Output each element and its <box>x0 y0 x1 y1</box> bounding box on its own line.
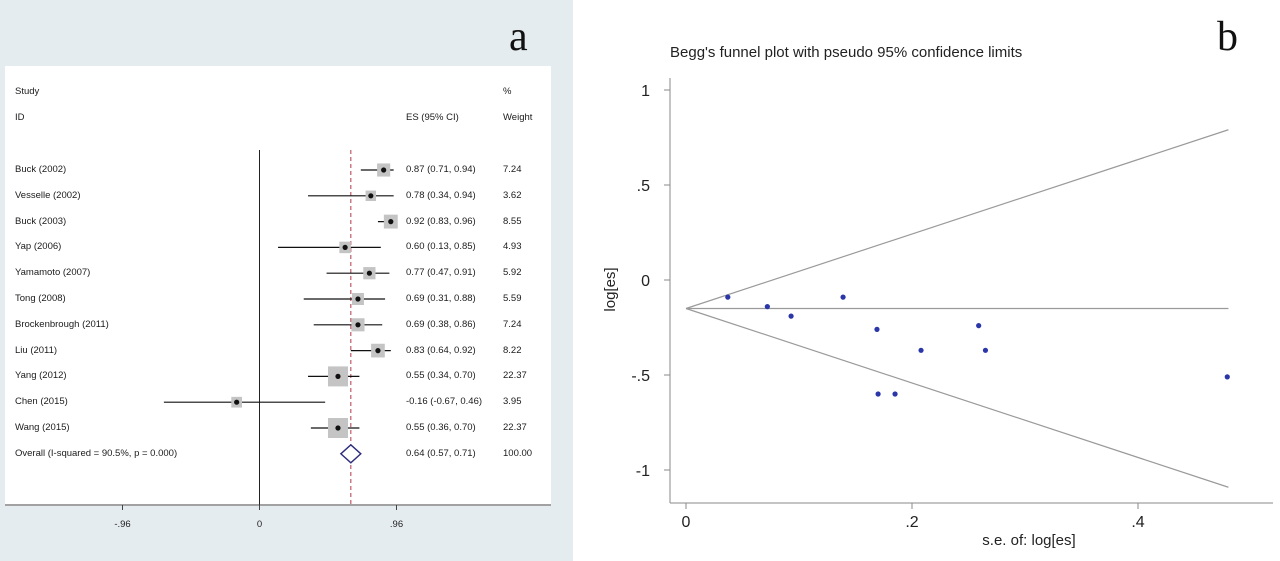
funnel-plot-svg: 1 .5 0 -.5 -1 0 .2 .4 log[es] s.e. of: log[es] <box>602 78 1273 549</box>
study-label: Yamamoto (2007) <box>15 267 91 279</box>
study-ci-label: -0.16 (-0.67, 0.46) <box>406 396 483 408</box>
study-label: Buck (2003) <box>15 215 67 227</box>
forest-x-tick-label: .96 <box>390 519 403 530</box>
study-ci-label: 0.78 (0.34, 0.94) <box>406 189 476 201</box>
study-point-estimate <box>388 219 394 225</box>
study-label: Buck (2002) <box>15 164 67 175</box>
study-point-estimate <box>342 244 348 250</box>
study-weight-label: 7.24 <box>503 164 522 175</box>
study-point-estimate <box>368 193 374 199</box>
study-weight-label: 5.92 <box>503 267 522 279</box>
funnel-y-tick-label: .5 <box>637 178 650 195</box>
study-label: Vesselle (2002) <box>15 189 81 201</box>
forest-plot-area <box>5 66 551 506</box>
upper-confidence-limit <box>685 129 1229 310</box>
funnel-y-tick-label: -.5 <box>631 368 650 385</box>
overall-ci-label: 0.64 (0.57, 0.71) <box>406 447 476 459</box>
funnel-y-axis-label: log[es] <box>602 267 619 311</box>
lower-confidence-limit <box>685 307 1229 488</box>
study-weight-label: 22.37 <box>503 422 527 433</box>
study-weight-label: 7.24 <box>503 318 522 330</box>
funnel-data-point <box>892 391 898 397</box>
study-label: Yap (2006) <box>15 241 62 253</box>
study-ci-label: 0.92 (0.83, 0.96) <box>406 215 476 227</box>
study-label: Wang (2015) <box>15 422 70 433</box>
funnel-y-tick-label: -1 <box>636 463 650 480</box>
forest-x-tick-label: -.96 <box>114 519 130 530</box>
overall-label: Overall (I-squared = 90.5%, p = 0.000) <box>15 447 178 459</box>
study-point-estimate <box>355 322 361 328</box>
study-label: Brockenbrough (2011) <box>15 318 109 330</box>
forest-header-percent: % <box>503 86 512 97</box>
funnel-data-point <box>918 347 924 353</box>
study-ci-label: 0.55 (0.36, 0.70) <box>406 422 476 433</box>
study-point-estimate <box>381 167 387 173</box>
panel-label-a: a <box>509 14 528 60</box>
funnel-data-point <box>875 391 881 397</box>
funnel-data-point <box>976 323 982 329</box>
study-ci-label: 0.55 (0.34, 0.70) <box>406 370 476 382</box>
study-ci-label: 0.60 (0.13, 0.85) <box>406 241 476 253</box>
funnel-x-tick-label: .2 <box>905 514 918 531</box>
funnel-plot-title: Begg's funnel plot with pseudo 95% confi… <box>670 44 1023 61</box>
study-point-estimate <box>335 425 341 431</box>
funnel-data-point <box>788 313 794 319</box>
overall-weight-label: 100.00 <box>503 447 533 459</box>
study-ci-label: 0.69 (0.31, 0.88) <box>406 293 476 304</box>
funnel-x-tick-label: .4 <box>1131 514 1144 531</box>
funnel-data-point <box>725 294 731 300</box>
panel-label-b: b <box>1217 14 1238 60</box>
study-weight-label: 4.93 <box>503 241 522 253</box>
study-weight-label: 8.55 <box>503 215 522 227</box>
funnel-x-axis-label: s.e. of: log[es] <box>982 532 1075 549</box>
funnel-data-point <box>982 347 989 353</box>
study-weight-label: 3.95 <box>503 396 522 408</box>
funnel-y-tick-label: 1 <box>641 83 650 100</box>
forest-header-id: ID <box>15 112 25 123</box>
forest-header-es: ES (95% CI) <box>406 112 459 123</box>
funnel-y-tick-label: 0 <box>641 273 650 290</box>
funnel-data-point <box>1224 374 1230 380</box>
funnel-data-point <box>840 294 846 300</box>
overall-diamond <box>339 443 362 464</box>
study-label: Tong (2008) <box>15 293 66 304</box>
study-point-estimate <box>375 348 381 354</box>
study-weight-label: 5.59 <box>503 293 522 304</box>
study-weight-label: 8.22 <box>503 344 522 356</box>
study-point-estimate <box>335 373 341 379</box>
study-point-estimate <box>234 399 240 405</box>
funnel-data-point <box>764 304 770 310</box>
study-point-estimate <box>355 296 361 302</box>
study-label: Chen (2015) <box>15 396 68 408</box>
funnel-plot-panel: b Begg's funnel plot with pseudo 95% con… <box>573 0 1280 561</box>
study-weight-label: 3.62 <box>503 189 522 201</box>
funnel-data-point <box>874 326 880 332</box>
study-label: Liu (2011) <box>15 344 58 356</box>
study-ci-label: 0.77 (0.47, 0.91) <box>406 267 476 279</box>
forest-header-study: Study <box>15 86 40 97</box>
forest-plot-panel: a -.96 0 .96 Study ID ES (95% CI)% Weight Buck… <box>0 0 573 561</box>
funnel-x-tick-label: 0 <box>682 514 691 531</box>
forest-header-weight: Weight <box>503 112 533 123</box>
forest-x-tick-label: 0 <box>257 519 262 530</box>
study-weight-label: 22.37 <box>503 370 527 382</box>
study-ci-label: 0.83 (0.64, 0.92) <box>406 344 476 356</box>
study-point-estimate <box>366 270 372 276</box>
study-ci-label: 0.87 (0.71, 0.94) <box>406 164 476 175</box>
study-ci-label: 0.69 (0.38, 0.86) <box>406 318 476 330</box>
forest-plot-svg: -.96 0 .96 <box>5 150 551 530</box>
study-label: Yang (2012) <box>15 370 67 382</box>
